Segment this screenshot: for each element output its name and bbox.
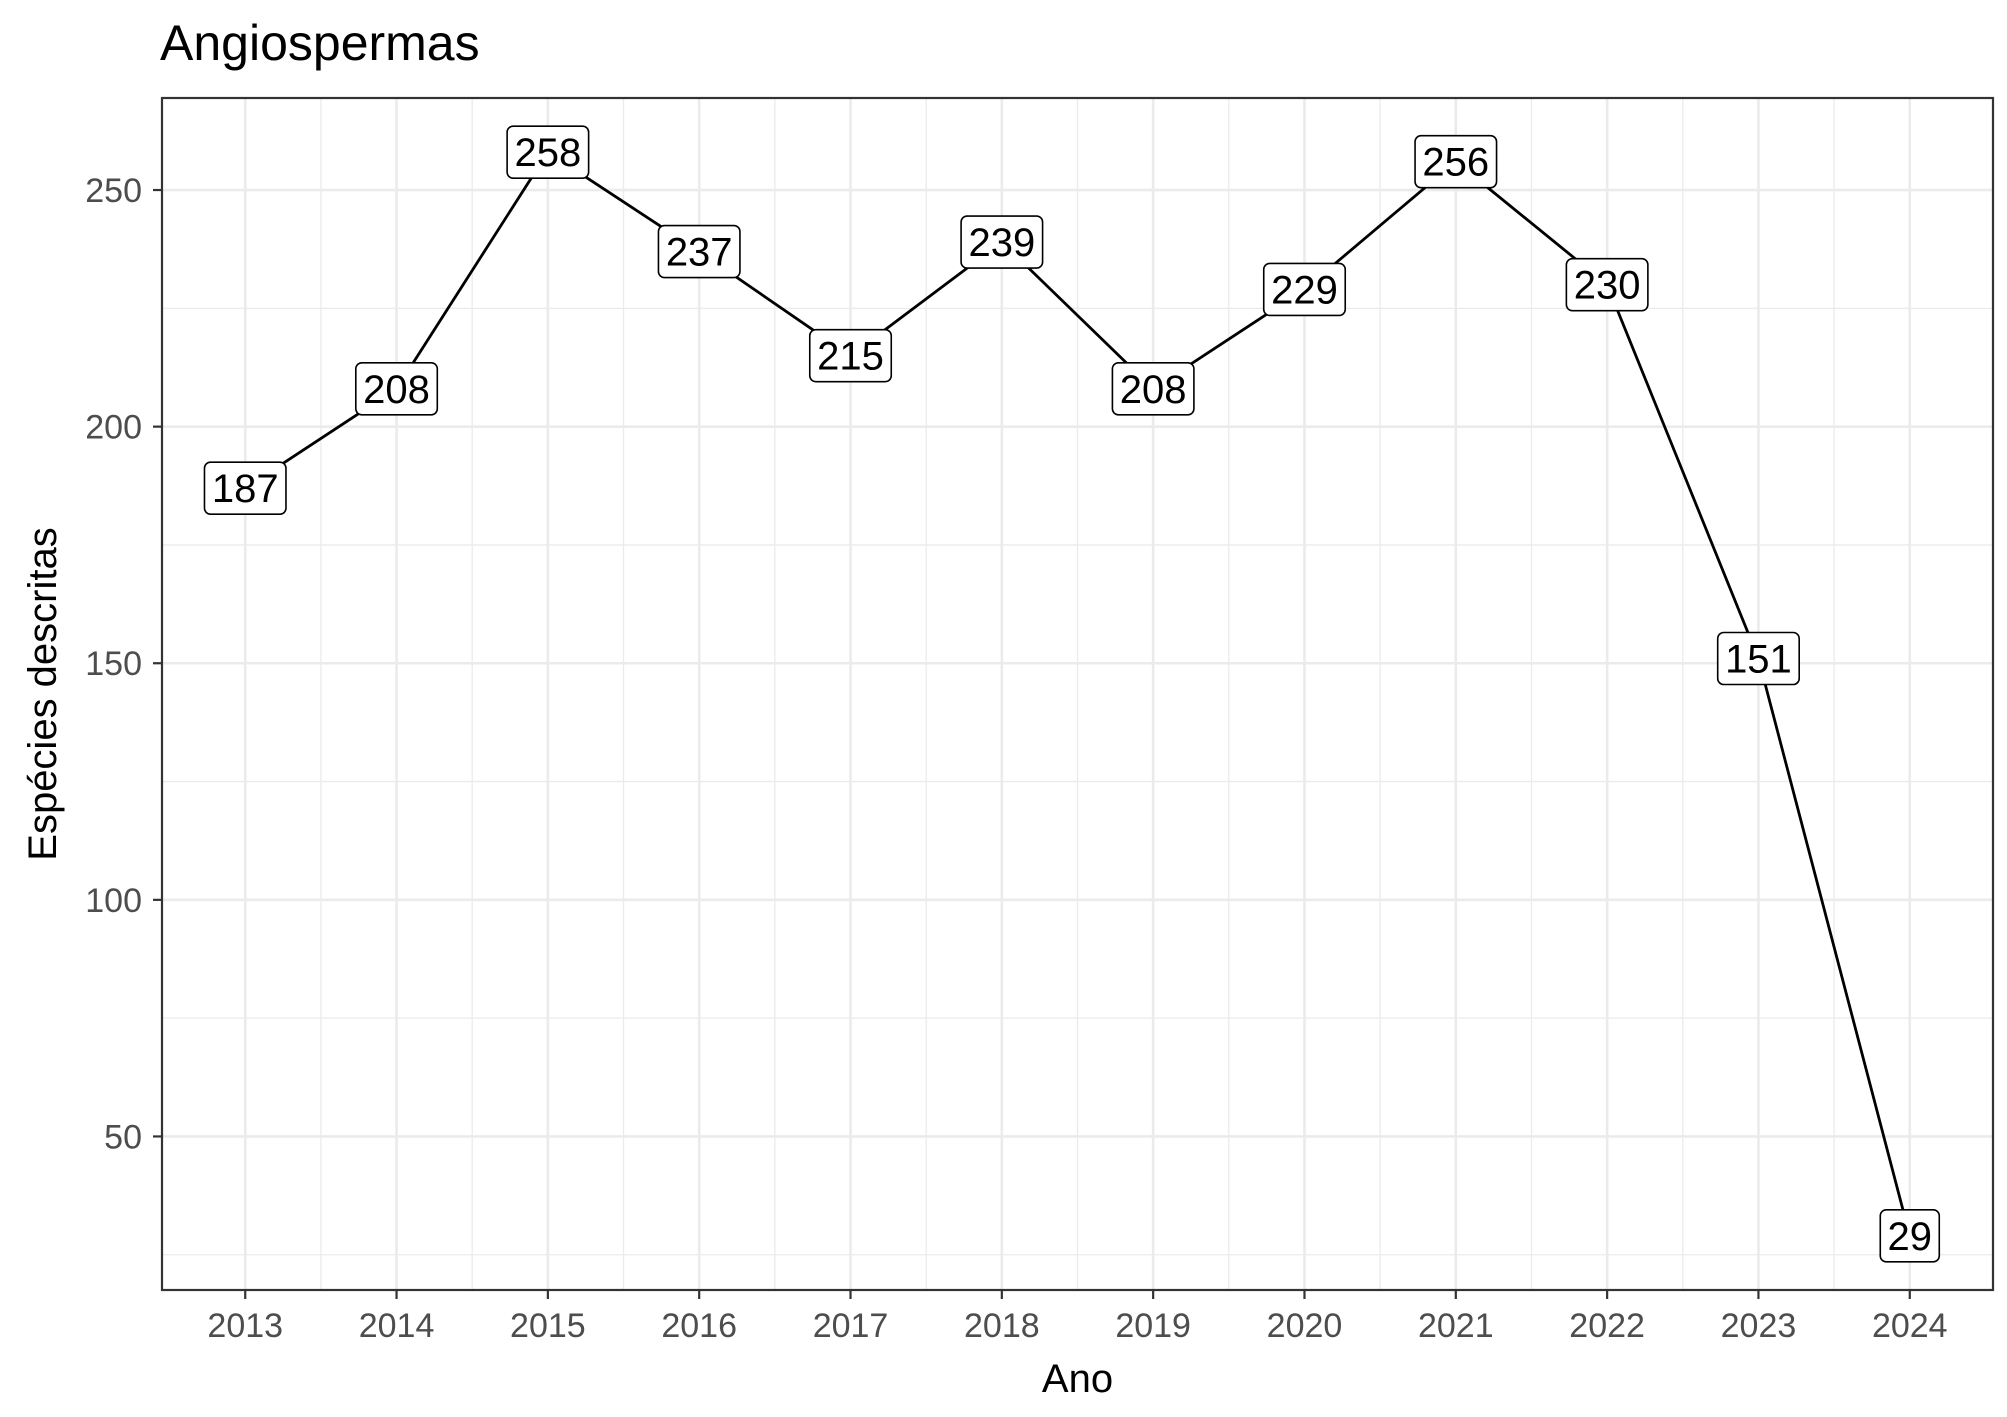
data-label-box bbox=[1565, 257, 1649, 312]
data-label-text: 208 bbox=[1120, 368, 1187, 412]
data-label-box bbox=[506, 125, 590, 179]
data-label: 229 bbox=[1262, 262, 1347, 317]
data-label: 187 bbox=[203, 461, 287, 515]
data-labels: 187 208 258 237 215 239 208 229 256 230 151 29 bbox=[203, 125, 1941, 1263]
data-label-box bbox=[1879, 1209, 1941, 1263]
data-label-box bbox=[203, 461, 287, 515]
x-axis: 2013 2014 2015 2016 2017 2018 2019 2020 2021 2022… bbox=[207, 1290, 1948, 1345]
data-label-box bbox=[1716, 631, 1801, 686]
data-label: 208 bbox=[354, 361, 439, 416]
data-label-text: 229 bbox=[1271, 268, 1338, 312]
data-label-box bbox=[960, 215, 1044, 269]
data-label: 258 bbox=[506, 125, 590, 179]
x-tick-label: 2022 bbox=[1569, 1307, 1645, 1345]
data-label-box bbox=[1414, 134, 1498, 189]
data-label-text: 237 bbox=[666, 231, 733, 275]
data-label-text: 258 bbox=[514, 131, 581, 175]
data-label-text: 208 bbox=[363, 368, 430, 412]
y-tick-label: 250 bbox=[85, 172, 142, 210]
data-label: 215 bbox=[808, 328, 893, 383]
x-tick-label: 2023 bbox=[1721, 1307, 1797, 1345]
data-label: 239 bbox=[960, 215, 1044, 269]
data-label: 256 bbox=[1414, 134, 1498, 189]
y-tick-label: 150 bbox=[85, 645, 142, 683]
data-label-box bbox=[1262, 262, 1347, 317]
data-label-text: 230 bbox=[1574, 264, 1641, 308]
chart-title: Angiospermas bbox=[160, 15, 480, 71]
x-tick-label: 2021 bbox=[1418, 1307, 1494, 1345]
x-tick-label: 2019 bbox=[1115, 1307, 1191, 1345]
data-label-text: 151 bbox=[1725, 638, 1792, 682]
y-axis: 50 100 150 200 250 bbox=[85, 172, 162, 1156]
data-label-box bbox=[354, 361, 439, 416]
grid-lines bbox=[162, 98, 1993, 1290]
y-axis-title: Espécies descritas bbox=[21, 527, 65, 860]
data-label-box bbox=[1111, 361, 1195, 416]
x-tick-label: 2016 bbox=[661, 1307, 737, 1345]
x-axis-title: Ano bbox=[1042, 1357, 1113, 1401]
x-tick-label: 2020 bbox=[1267, 1307, 1343, 1345]
x-tick-label: 2017 bbox=[813, 1307, 889, 1345]
x-tick-label: 2024 bbox=[1872, 1307, 1948, 1345]
series-line-layer bbox=[244, 150, 1912, 1237]
data-label-text: 29 bbox=[1888, 1215, 1933, 1259]
data-label-text: 215 bbox=[817, 335, 884, 379]
x-tick-label: 2014 bbox=[359, 1307, 435, 1345]
data-label: 230 bbox=[1565, 257, 1649, 312]
data-label-text: 256 bbox=[1422, 141, 1489, 185]
series-line bbox=[244, 150, 1912, 1237]
y-tick-label: 50 bbox=[104, 1118, 142, 1156]
data-label: 208 bbox=[1111, 361, 1195, 416]
data-label: 151 bbox=[1716, 631, 1801, 686]
x-tick-label: 2015 bbox=[510, 1307, 586, 1345]
data-label-text: 187 bbox=[212, 467, 279, 511]
data-label-text: 239 bbox=[968, 221, 1035, 265]
x-tick-label: 2013 bbox=[207, 1307, 283, 1345]
panel-border bbox=[160, 96, 1995, 1292]
x-tick-label: 2018 bbox=[964, 1307, 1040, 1345]
data-label-box bbox=[808, 328, 893, 383]
y-tick-label: 200 bbox=[85, 409, 142, 447]
data-label-box bbox=[657, 224, 741, 279]
y-tick-label: 100 bbox=[85, 882, 142, 920]
data-label: 29 bbox=[1879, 1209, 1941, 1263]
data-label: 237 bbox=[657, 224, 741, 279]
